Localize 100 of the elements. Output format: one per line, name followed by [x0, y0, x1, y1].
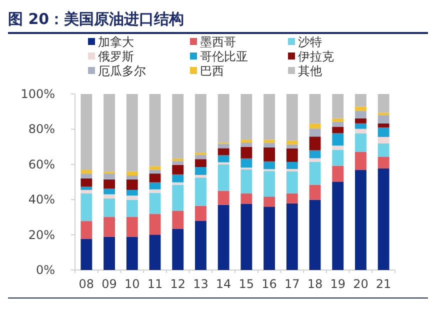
bar [286, 162, 298, 169]
bar [355, 128, 366, 134]
bar [355, 110, 366, 118]
bar [126, 217, 138, 237]
bar [309, 184, 321, 200]
x-tick-label: 10 [124, 277, 140, 291]
legend-label: 沙特 [298, 35, 322, 49]
bar [264, 94, 275, 140]
bar [355, 133, 366, 152]
x-tick-label: 19 [330, 277, 346, 291]
bar [378, 156, 390, 168]
bar [149, 94, 161, 166]
bar [172, 184, 184, 211]
bar [80, 221, 92, 240]
bar [195, 159, 206, 168]
bar [332, 133, 344, 146]
bar [149, 189, 161, 193]
bar [355, 106, 366, 111]
legend-label: 厄瓜多尔 [98, 64, 146, 78]
bar [286, 94, 298, 141]
bar [172, 158, 184, 162]
bar [218, 155, 230, 162]
chart-title: 图 20：美国原油进口结构 [8, 10, 184, 28]
bar [332, 122, 344, 127]
bar [378, 123, 390, 128]
bar [240, 170, 252, 194]
bar [172, 228, 184, 270]
y-tick-label: 40% [28, 192, 55, 207]
bar [104, 217, 115, 237]
y-tick-label: 80% [28, 122, 55, 136]
bar [264, 161, 275, 170]
y-tick-label: 100% [20, 87, 55, 101]
bar [149, 182, 161, 190]
bar [264, 196, 275, 207]
legend-label: 伊拉克 [298, 50, 334, 64]
bar [126, 196, 138, 200]
bar [355, 170, 366, 270]
bar [332, 182, 344, 270]
x-tick-label: 21 [376, 277, 392, 291]
bar [240, 142, 252, 147]
bar [332, 146, 344, 150]
bar [240, 146, 252, 158]
bar [126, 236, 138, 270]
bar [355, 152, 366, 170]
bar [195, 206, 206, 221]
legend-label: 俄罗斯 [98, 50, 134, 64]
x-tick-label: 11 [147, 277, 163, 291]
bar [104, 94, 115, 172]
bar [80, 170, 92, 174]
legend-label: 哥伦比亚 [200, 50, 248, 64]
bar [104, 179, 115, 189]
bar [80, 178, 92, 187]
bar [195, 167, 206, 175]
bar [126, 200, 138, 218]
bar [378, 94, 390, 113]
bar [126, 179, 138, 190]
bar [240, 204, 252, 270]
bar [149, 214, 161, 235]
bar [149, 192, 161, 214]
bar [309, 123, 321, 128]
bar [80, 239, 92, 270]
bar [240, 158, 252, 168]
legend-label: 加拿大 [98, 35, 134, 49]
bar [218, 204, 230, 270]
bar [172, 164, 184, 174]
x-tick-label: 08 [78, 277, 94, 291]
bar [126, 190, 138, 196]
bar [218, 190, 230, 205]
bar [378, 168, 390, 270]
bar [126, 94, 138, 172]
bar [264, 171, 275, 197]
bar [104, 194, 115, 198]
bar [218, 164, 230, 191]
legend-label: 墨西哥 [200, 35, 236, 49]
x-tick-label: 16 [262, 277, 277, 291]
bar [80, 173, 92, 178]
y-tick-label: 20% [28, 228, 55, 242]
x-tick-label: 18 [307, 277, 323, 291]
bar [195, 220, 206, 270]
bar [104, 173, 115, 180]
y-tick-label: 60% [28, 157, 55, 172]
bar [104, 236, 115, 270]
bar [378, 136, 390, 144]
bar [240, 193, 252, 204]
bar [218, 148, 230, 156]
bar [172, 182, 184, 185]
bar [309, 162, 321, 185]
bar [286, 168, 298, 172]
bar [172, 161, 184, 165]
y-tick-label: 0% [36, 263, 55, 277]
bar [126, 171, 138, 176]
bar [264, 142, 275, 148]
bar [149, 234, 161, 270]
bar [378, 143, 390, 157]
bar [309, 128, 321, 137]
bar [355, 94, 366, 107]
x-tick-label: 13 [193, 277, 208, 291]
bar [104, 188, 115, 194]
bar [309, 158, 321, 162]
legend-label: 巴西 [200, 64, 224, 78]
